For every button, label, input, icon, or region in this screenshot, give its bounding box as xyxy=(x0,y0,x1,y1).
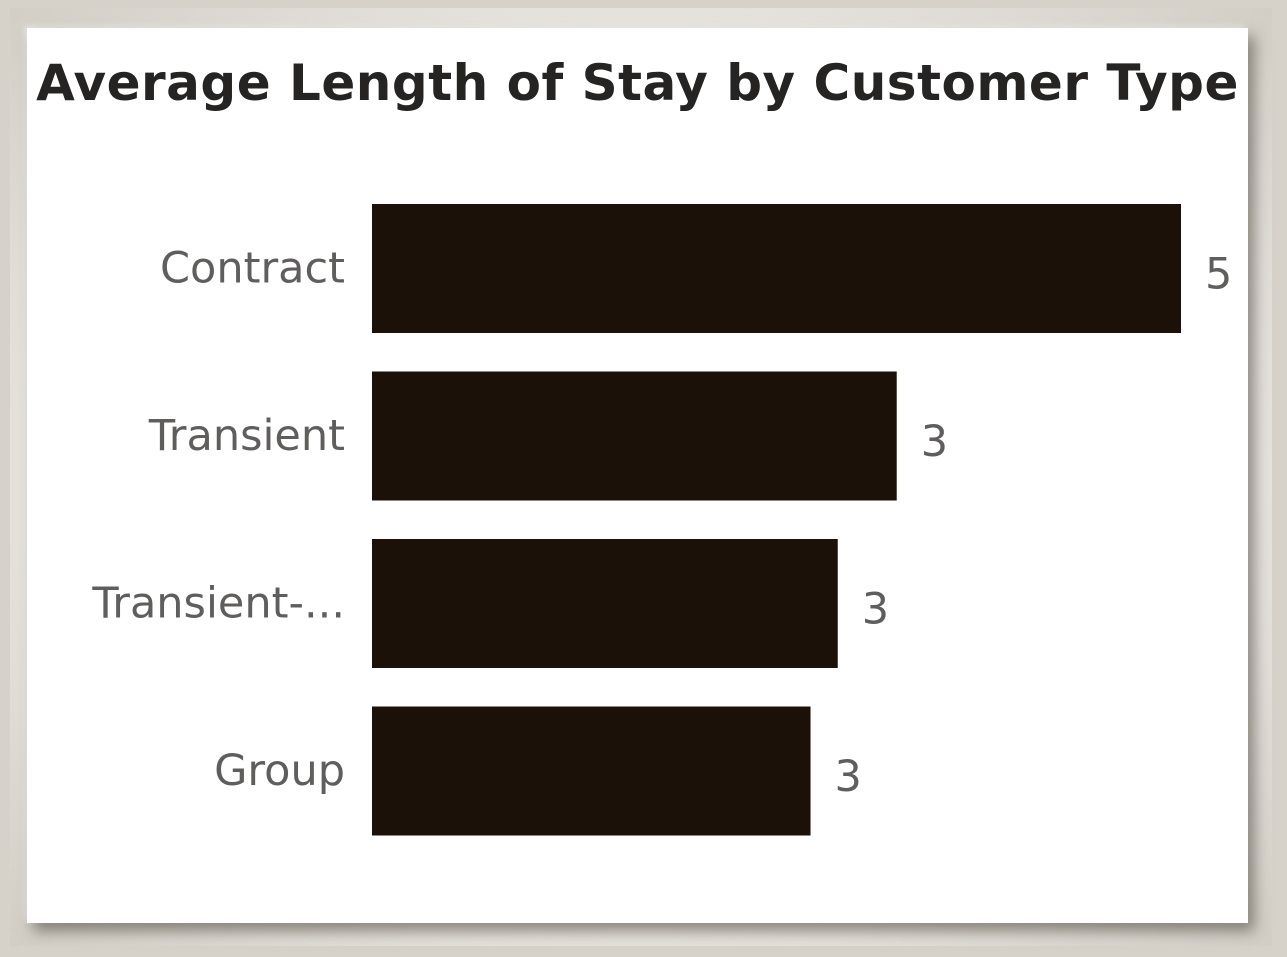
data-labels: 5 3 3 3 xyxy=(835,250,1233,803)
bar-transient[interactable] xyxy=(372,539,838,668)
category-label: Transient xyxy=(148,411,345,461)
chart-card[interactable]: Average Length of Stay by Customer Type … xyxy=(27,28,1248,923)
category-label: Transient-... xyxy=(91,579,345,629)
data-label: 3 xyxy=(862,585,889,635)
data-label: 5 xyxy=(1205,250,1232,300)
bars-layer xyxy=(372,204,1181,836)
category-label: Group xyxy=(214,746,345,796)
chart-title: Average Length of Stay by Customer Type xyxy=(36,54,1239,112)
category-label: Contract xyxy=(160,244,345,294)
data-label: 3 xyxy=(835,752,862,802)
data-label: 3 xyxy=(921,417,948,467)
bar-contract[interactable] xyxy=(372,204,1181,333)
bar-group[interactable] xyxy=(372,706,811,836)
bar-chart-plot: Contract Transient Transient-... Group 5 3 3 3 xyxy=(91,204,1233,836)
category-labels: Contract Transient Transient-... Group xyxy=(91,244,345,797)
bar-transient[interactable] xyxy=(372,371,897,501)
